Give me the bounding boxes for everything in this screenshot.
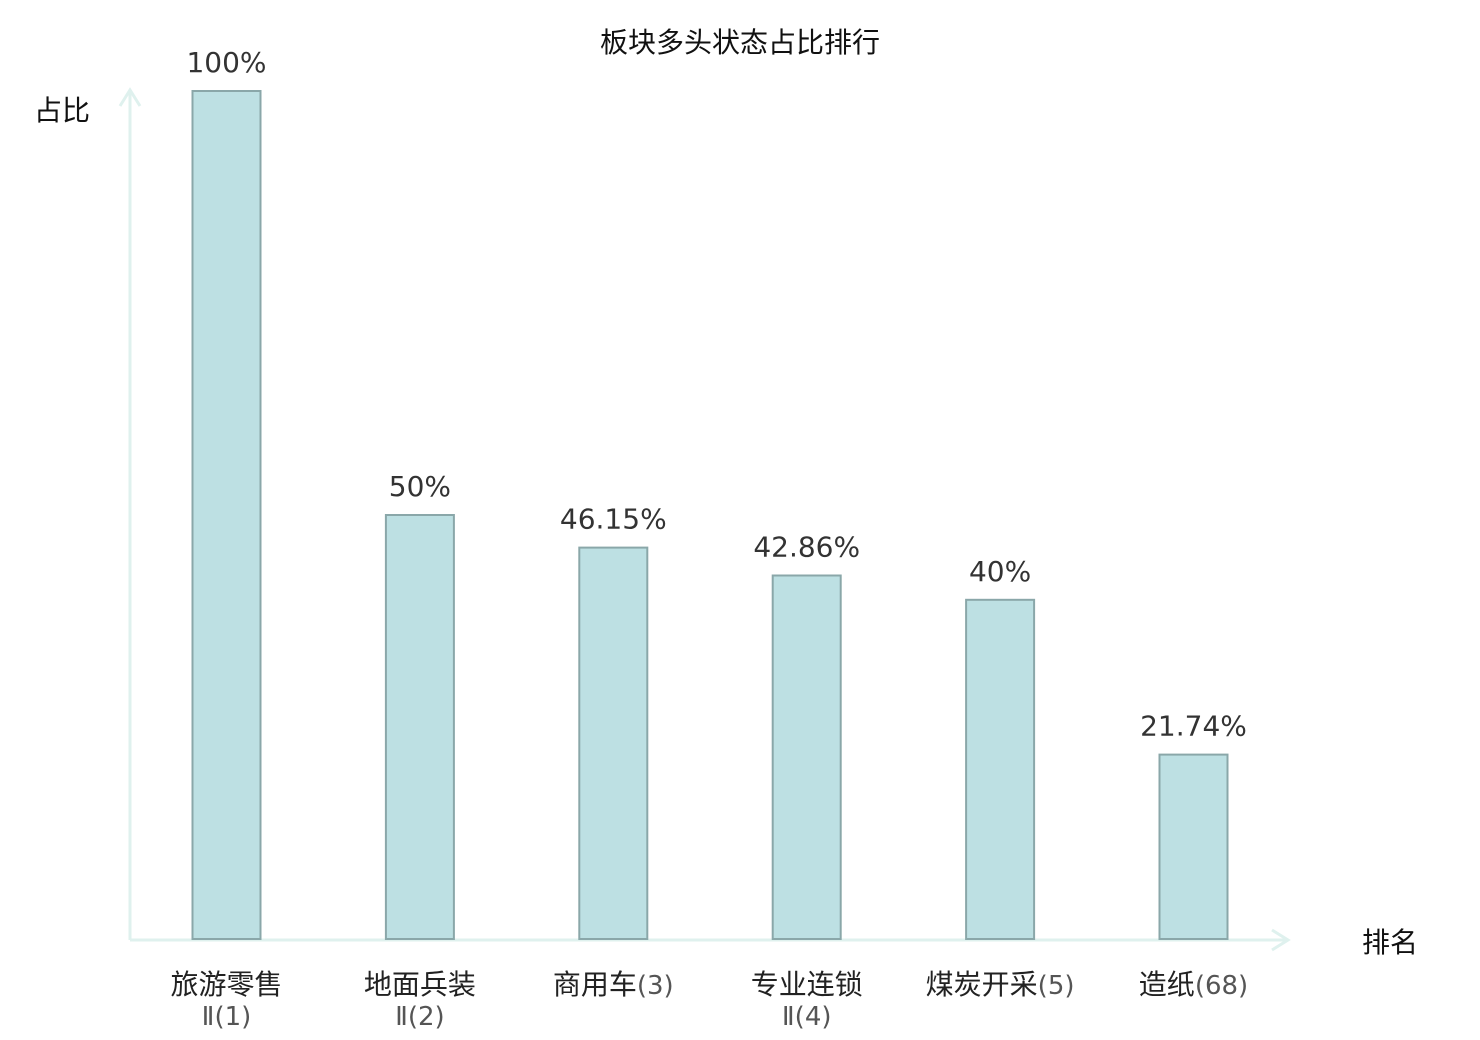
x-axis-arrow — [1271, 928, 1291, 952]
x-tick-rank-4: Ⅱ(4) — [782, 1002, 832, 1032]
x-tick-rank-5: (5) — [1038, 971, 1075, 1001]
x-tick-name-2: 地面兵装 — [364, 968, 476, 1001]
x-tick-name-1: 旅游零售 — [170, 968, 282, 1001]
x-tick-name-3: 商用车 — [553, 968, 637, 1001]
value-label-4: 42.86% — [753, 531, 860, 564]
x-tick-label-5: 煤炭开采(5) — [926, 968, 1075, 1001]
x-tick-rank-3: (3) — [637, 971, 674, 1001]
x-tick-name-6: 造纸 — [1139, 968, 1195, 1001]
x-tick-rank-2: Ⅱ(2) — [395, 1002, 445, 1032]
x-tick-name-4: 专业连锁 — [751, 968, 863, 1001]
x-tick-label-3: 商用车(3) — [553, 968, 674, 1001]
chart-title: 板块多头状态占比排行 — [600, 26, 880, 59]
value-label-2: 50% — [389, 470, 451, 503]
value-labels-group: 100% 50% 46.15% 42.86% 40% 21.74% — [186, 46, 1246, 743]
bar-6 — [1158, 753, 1229, 940]
value-label-1: 100% — [186, 46, 266, 79]
value-label-5: 40% — [969, 555, 1031, 588]
bar-2 — [384, 514, 455, 940]
y-axis — [118, 87, 142, 940]
value-label-3: 46.15% — [560, 503, 667, 536]
x-tick-name-5: 煤炭开采 — [926, 968, 1038, 1001]
bar-3 — [578, 546, 649, 940]
x-tick-rank-1: Ⅱ(1) — [202, 1002, 252, 1032]
value-label-6: 21.74% — [1140, 710, 1247, 743]
bar-5 — [965, 598, 1036, 940]
x-axis-label: 排名 — [1362, 926, 1418, 959]
y-axis-label: 占比 — [34, 94, 90, 127]
bar-4 — [771, 574, 842, 940]
bar-1 — [191, 90, 262, 940]
x-axis — [130, 928, 1291, 952]
y-axis-arrow — [118, 87, 142, 107]
x-tick-rank-6: (68) — [1195, 971, 1248, 1001]
x-tick-label-6: 造纸(68) — [1139, 968, 1248, 1001]
bars-group — [191, 90, 1229, 940]
